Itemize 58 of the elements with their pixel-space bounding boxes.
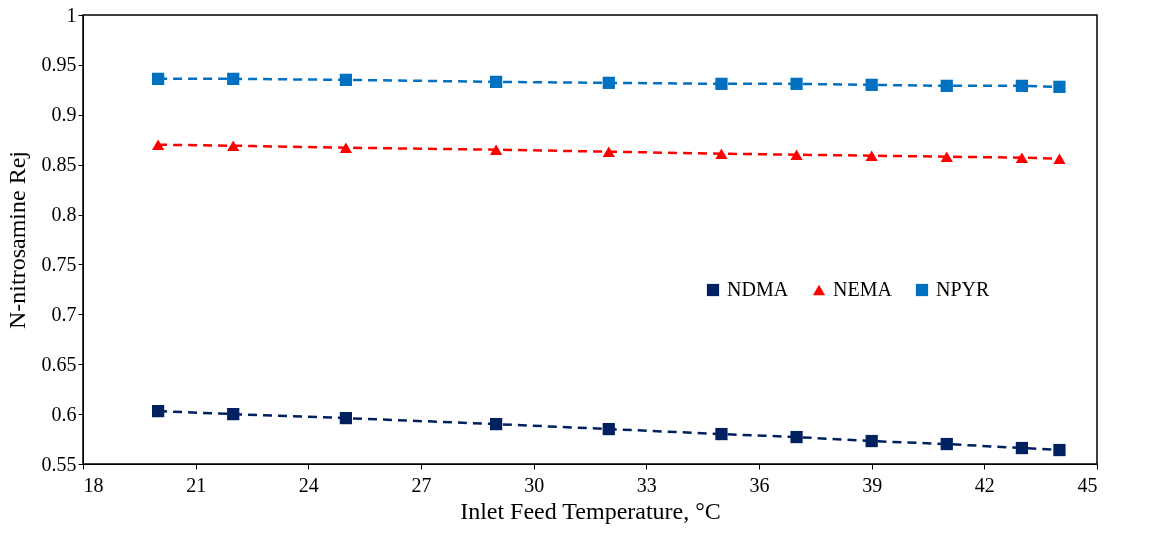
x-tick-label: 27	[411, 473, 432, 496]
point	[227, 72, 240, 85]
point	[339, 142, 353, 154]
y-tick-label: 0.7	[51, 302, 77, 325]
point	[790, 149, 803, 160]
x-tick-label: 45	[1077, 473, 1098, 496]
point	[151, 139, 165, 151]
point	[602, 146, 615, 157]
x-axis-title: Inlet Feed Temperature, °C	[460, 497, 721, 524]
y-tick-label: 0.8	[51, 203, 77, 226]
point	[151, 72, 165, 85]
x-tick-label: 18	[83, 473, 104, 496]
y-axis-title: N-nitrosamine Rej	[3, 151, 30, 329]
point	[1053, 80, 1066, 93]
point	[940, 151, 953, 162]
point	[151, 404, 165, 418]
y-tick-label: 0.6	[51, 402, 77, 425]
y-tick-label: 0.95	[41, 53, 77, 76]
legend-label: NDMA	[727, 278, 789, 300]
point	[339, 411, 353, 425]
point	[790, 430, 803, 444]
point	[865, 78, 878, 91]
point	[865, 150, 878, 161]
legend-label: NEMA	[833, 278, 893, 300]
point	[489, 144, 503, 155]
point	[602, 76, 615, 89]
point	[715, 148, 728, 159]
x-tick-label: 21	[186, 473, 207, 496]
point	[715, 427, 728, 441]
point	[489, 417, 503, 431]
x-tick-label: 39	[862, 473, 883, 496]
x-tick-label: 42	[974, 473, 995, 496]
point	[227, 140, 240, 152]
point	[940, 79, 953, 92]
point	[790, 77, 803, 90]
point	[1015, 441, 1029, 455]
point	[339, 73, 353, 86]
point	[715, 77, 728, 90]
legend-label: NPYR	[936, 278, 991, 300]
x-tick-label: 33	[636, 473, 657, 496]
point	[940, 437, 953, 451]
point	[1015, 79, 1029, 92]
point	[865, 434, 878, 448]
x-tick-label: 36	[749, 473, 770, 496]
y-tick-label: 0.85	[41, 153, 77, 176]
x-tick-label: 24	[298, 473, 319, 496]
x-tick-label: 30	[524, 473, 545, 496]
point	[489, 75, 503, 88]
point	[1053, 153, 1066, 164]
y-tick-label: 1	[66, 3, 77, 26]
point	[1015, 152, 1029, 163]
y-tick-label: 0.75	[41, 252, 77, 275]
point	[1053, 443, 1066, 457]
y-tick-label: 0.65	[41, 352, 77, 375]
y-tick-label: 0.55	[41, 452, 77, 475]
point	[602, 422, 615, 436]
point	[227, 407, 240, 421]
y-tick-label: 0.9	[51, 103, 77, 126]
